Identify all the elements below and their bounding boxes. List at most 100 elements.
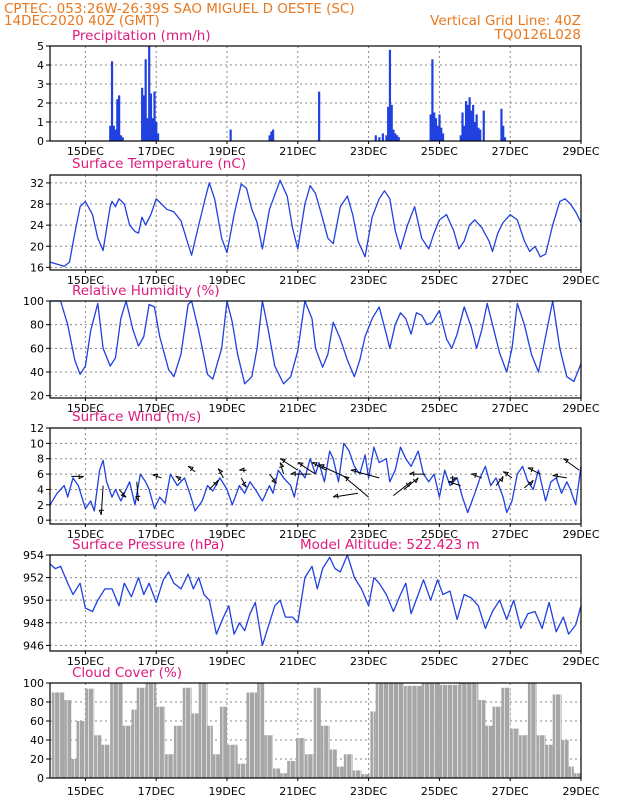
precip-bar <box>473 122 476 141</box>
header-location: CPTEC: 053:26W-26:39S SAO MIGUEL D OESTE… <box>4 1 355 17</box>
panel-4: Surface Wind (m/s) 0 2 4 6 8 10 12 15DEC 17DEC 19D… <box>30 409 600 541</box>
y-tick-label: 5 <box>37 40 44 53</box>
cloud-bar <box>94 735 102 778</box>
x-tick-label: 27DEC <box>492 785 529 798</box>
cloud-bar <box>71 759 77 778</box>
x-tick-label: 25DEC <box>421 145 458 158</box>
wind-vector <box>279 462 285 475</box>
precip-bar <box>385 135 388 141</box>
cloud-bar <box>257 683 265 778</box>
wind-vector-head <box>271 478 277 484</box>
precip-bar <box>472 104 475 141</box>
wind-vector-head <box>471 473 477 478</box>
cloud-bar <box>320 725 330 778</box>
precip-bar <box>121 137 124 141</box>
x-tick-label: 29DEC <box>562 274 599 287</box>
precip-bar <box>153 91 156 141</box>
y-tick-label: 0 <box>37 772 44 785</box>
precip-bar <box>381 133 384 141</box>
series-line <box>50 300 582 385</box>
precip-bar <box>459 135 462 141</box>
y-tick-label: 6 <box>37 468 44 481</box>
cloud-bar <box>336 766 344 778</box>
y-tick-label: 946 <box>23 639 44 652</box>
precip-bar <box>436 125 439 141</box>
wind-vector-head <box>239 467 245 473</box>
cloud-bar <box>145 683 157 778</box>
precip-bar <box>110 61 114 142</box>
y-tick-label: 20 <box>30 390 44 403</box>
wind-vector-head <box>213 480 219 486</box>
precip-bar <box>500 108 503 141</box>
precip-bar <box>503 137 507 141</box>
y-tick-label: 948 <box>23 617 44 630</box>
x-tick-label: 17DEC <box>138 145 175 158</box>
series-line <box>49 179 582 267</box>
precip-bar <box>434 118 438 141</box>
cloud-bar <box>101 744 111 778</box>
wind-vector <box>240 477 247 488</box>
cloud-bar <box>343 754 353 778</box>
cloud-bar <box>122 725 132 778</box>
precip-bar <box>464 101 468 141</box>
cloud-bar <box>370 711 376 778</box>
x-tick-label: 27DEC <box>492 528 529 541</box>
cloud-bar <box>246 692 258 778</box>
cloud-bar <box>527 683 537 778</box>
precip-bar <box>155 122 158 141</box>
precip-bar <box>466 104 469 141</box>
cloud-bar <box>478 700 486 778</box>
precip-bar <box>468 97 471 141</box>
y-tick-label: 32 <box>30 177 44 190</box>
precip-bar <box>429 114 432 141</box>
wind-vector-head <box>241 481 247 488</box>
panel-title: Surface Temperature (nC) <box>72 156 246 172</box>
precip-bar <box>463 125 466 141</box>
precip-bar <box>477 127 480 141</box>
wind-vector <box>217 468 224 479</box>
x-tick-label: 25DEC <box>421 528 458 541</box>
cloud-bar <box>561 740 569 778</box>
cloud-bar <box>329 749 337 778</box>
x-tick-label: 21DEC <box>279 402 316 415</box>
precip-bar <box>482 110 485 141</box>
y-tick-label: 8 <box>37 453 44 466</box>
cloud-bar <box>439 684 459 778</box>
wind-vector <box>118 489 127 498</box>
precip-bar <box>431 59 434 141</box>
x-tick-label: 17DEC <box>138 785 175 798</box>
wind-vector-head <box>332 493 339 499</box>
cloud-bar <box>280 773 288 778</box>
x-tick-label: 23DEC <box>350 528 387 541</box>
cloud-bar <box>304 754 314 778</box>
cloud-bar <box>545 744 553 778</box>
precip-bar <box>479 129 482 141</box>
wind-vector-head <box>528 480 534 486</box>
x-tick-label: 21DEC <box>279 785 316 798</box>
y-tick-label: 1 <box>37 116 44 129</box>
y-tick-label: 100 <box>23 295 44 308</box>
y-tick-label: 950 <box>23 594 44 607</box>
wind-vector-head <box>188 465 194 472</box>
y-tick-label: 2 <box>37 499 44 512</box>
cloud-bar <box>51 692 65 778</box>
wind-vector-head <box>448 480 454 486</box>
precip-bar <box>156 133 160 141</box>
cloud-bar <box>227 744 238 778</box>
precip-bar <box>112 125 115 141</box>
wind-vector-head <box>175 475 182 482</box>
panel-annotation: Model Altitude: 522.423 m <box>300 537 480 553</box>
y-tick-label: 28 <box>30 198 44 211</box>
y-tick-label: 20 <box>30 240 44 253</box>
x-tick-label: 19DEC <box>208 528 245 541</box>
cloud-bar <box>361 774 371 778</box>
x-tick-label: 23DEC <box>350 785 387 798</box>
panel-frame <box>49 45 582 142</box>
panel-5: Surface Pressure (hPa) Model Altitude: 52… <box>23 537 600 668</box>
precip-bar <box>149 93 153 141</box>
precip-bar <box>229 129 232 141</box>
wind-vector <box>403 477 419 490</box>
x-tick-label: 25DEC <box>421 785 458 798</box>
cloud-bar <box>510 728 520 778</box>
